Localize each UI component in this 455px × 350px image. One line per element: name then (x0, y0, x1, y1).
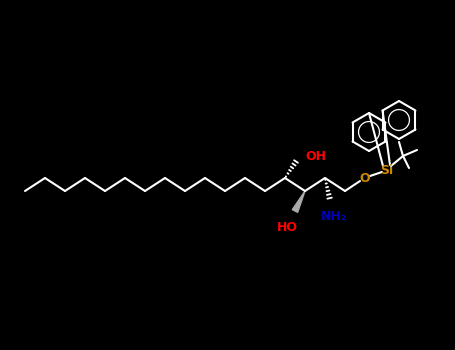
Text: NH₂: NH₂ (321, 210, 347, 223)
Text: Si: Si (380, 163, 394, 176)
Polygon shape (292, 191, 305, 212)
Text: OH: OH (305, 150, 326, 163)
Text: O: O (360, 172, 370, 184)
Text: HO: HO (277, 221, 298, 234)
